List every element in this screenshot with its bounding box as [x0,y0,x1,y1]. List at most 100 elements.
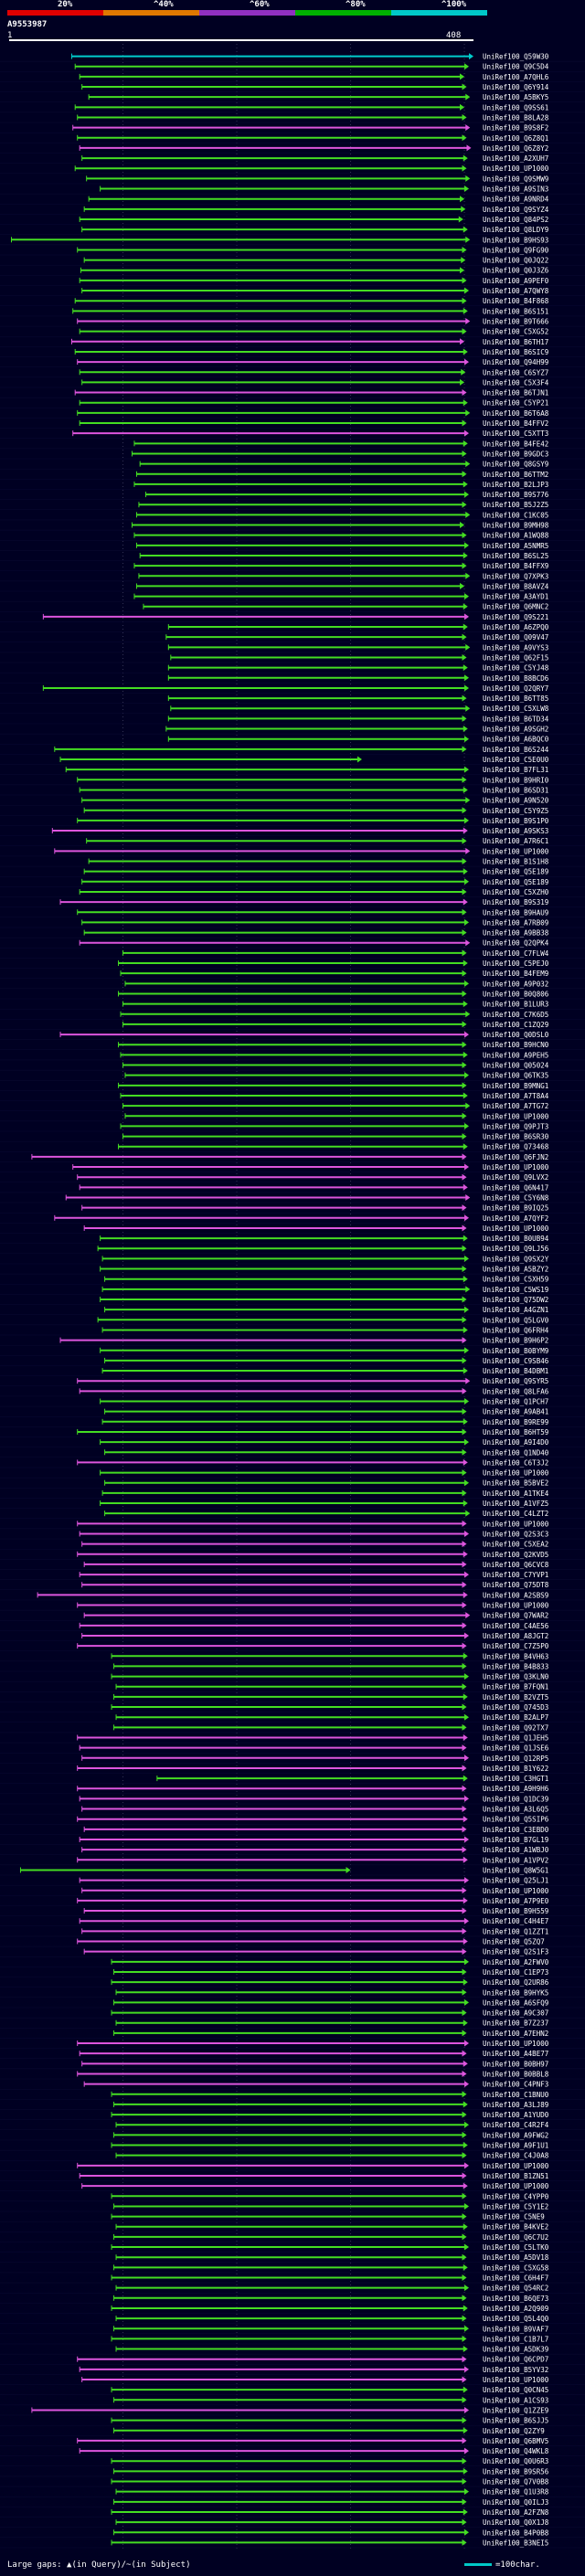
hit-label[interactable]: UniRef100_Q1JEH5 [483,1733,548,1742]
hit-label[interactable]: UniRef100_Q0U6R3 [483,2457,548,2465]
hit-label[interactable]: UniRef100_A9SKS3 [483,827,548,835]
hit-label[interactable]: UniRef100_C6H4F7 [483,2274,548,2282]
hit-label[interactable]: UniRef100_B6TJN1 [483,389,548,398]
hit-label[interactable]: UniRef100_A1WQ88 [483,532,549,540]
hit-label[interactable]: UniRef100_Q75DT8 [483,1581,549,1589]
hit-label[interactable]: UniRef100_C1KC05 [483,511,548,519]
hit-label[interactable]: UniRef100_B8AVZ4 [483,582,549,590]
hit-label[interactable]: UniRef100_Q3KLN0 [483,1673,549,1681]
hit-label[interactable]: UniRef100_B7FL31 [483,766,548,774]
hit-label[interactable]: UniRef100_A9N520 [483,797,549,805]
hit-label[interactable]: UniRef100_A7P9E0 [483,1897,549,1905]
hit-label[interactable]: UniRef100_Q6BMV5 [483,2437,548,2445]
hit-label[interactable]: UniRef100_C5XG58 [483,2263,549,2272]
hit-label[interactable]: UniRef100_B4P0B8 [483,2528,549,2537]
hit-label[interactable]: UniRef100_C5Y6N8 [483,1193,549,1202]
hit-label[interactable]: UniRef100_Q2ZY9 [483,2427,545,2435]
hit-label[interactable]: UniRef100_Q1ZZE9 [483,2406,548,2414]
hit-label[interactable]: UniRef100_A7TG72 [483,1102,548,1110]
hit-label[interactable]: UniRef100_B4FE42 [483,440,548,448]
hit-label[interactable]: UniRef100_A1VPV2 [483,1856,548,1864]
hit-label[interactable]: UniRef100_C5WS19 [483,1286,548,1294]
hit-label[interactable]: UniRef100_A1WBJ0 [483,1846,549,1854]
hit-label[interactable]: UniRef100_A7RB09 [483,918,548,927]
hit-label[interactable]: UniRef100_Q0ILJ3 [483,2498,548,2507]
hit-label[interactable]: UniRef100_Q9SX2Y [483,1255,549,1263]
hit-label[interactable]: UniRef100_B7Z237 [483,2019,548,2028]
hit-label[interactable]: UniRef100_Q2UR86 [483,1978,549,1987]
hit-label[interactable]: UniRef100_B4F868 [483,297,549,305]
hit-label[interactable]: UniRef100_B9H6P2 [483,1337,548,1345]
hit-label[interactable]: UniRef100_A2Q909 [483,2305,548,2313]
hit-label[interactable]: UniRef100_B8LA28 [483,113,549,122]
hit-label[interactable]: UniRef100_Q0X1J8 [483,2518,549,2527]
hit-label[interactable]: UniRef100_Q9S221 [483,613,548,621]
hit-label[interactable]: UniRef100_A1VFZ5 [483,1500,548,1508]
hit-label[interactable]: UniRef100_A2SBS9 [483,1591,548,1599]
hit-label[interactable]: UniRef100_B0BBL8 [483,2070,549,2078]
hit-label[interactable]: UniRef100_UP1000 [483,1112,549,1120]
hit-label[interactable]: UniRef100_C6SYZ7 [483,368,548,376]
hit-label[interactable]: UniRef100_Q7WAR2 [483,1612,548,1620]
hit-label[interactable]: UniRef100_UP1000 [483,1163,549,1171]
hit-label[interactable]: UniRef100_C5E0U0 [483,756,549,764]
hit-label[interactable]: UniRef100_Q84PS2 [483,216,548,224]
hit-label[interactable]: UniRef100_Q59W30 [483,53,549,61]
hit-label[interactable]: UniRef100_B6SD31 [483,786,548,794]
hit-label[interactable]: UniRef100_Q2S3C3 [483,1530,548,1538]
hit-label[interactable]: UniRef100_B0BYM9 [483,1347,548,1355]
hit-label[interactable]: UniRef100_Q745D3 [483,1703,548,1712]
hit-label[interactable]: UniRef100_Q6N417 [483,1183,548,1192]
hit-label[interactable]: UniRef100_C6T3J2 [483,1458,548,1467]
hit-label[interactable]: UniRef100_C9SB46 [483,1357,549,1365]
hit-label[interactable]: UniRef100_C7Z5P0 [483,1642,549,1650]
hit-label[interactable]: UniRef100_Q5SIP6 [483,1816,549,1824]
hit-label[interactable]: UniRef100_B6S244 [483,746,549,754]
hit-label[interactable]: UniRef100_UP1000 [483,1469,549,1478]
hit-label[interactable]: UniRef100_B9HAU9 [483,908,548,917]
hit-label[interactable]: UniRef100_Q8LDY9 [483,226,548,234]
hit-label[interactable]: UniRef100_B9MNG1 [483,1082,548,1090]
hit-label[interactable]: UniRef100_A9PEH5 [483,1051,548,1059]
hit-label[interactable]: UniRef100_B9T666 [483,318,549,326]
hit-label[interactable]: UniRef100_Q0JQ22 [483,257,548,265]
hit-label[interactable]: UniRef100_Q6CPD7 [483,2356,548,2364]
hit-label[interactable]: UniRef100_Q6FJN2 [483,1153,548,1161]
hit-label[interactable]: UniRef100_A5DK39 [483,2346,548,2354]
hit-label[interactable]: UniRef100_C4J0A8 [483,2152,549,2160]
hit-label[interactable]: UniRef100_A9SIN3 [483,186,548,194]
hit-label[interactable]: UniRef100_Q6TK35 [483,1072,548,1080]
hit-label[interactable]: UniRef100_Q9FG90 [483,246,549,254]
hit-label[interactable]: UniRef100_B6QE73 [483,2295,548,2303]
hit-label[interactable]: UniRef100_UP1000 [483,2162,549,2170]
hit-label[interactable]: UniRef100_B2LJP3 [483,481,548,489]
hit-label[interactable]: UniRef100_C1EP73 [483,1968,548,1977]
hit-label[interactable]: UniRef100_Q5L4Q0 [483,2315,549,2323]
hit-label[interactable]: UniRef100_UP1000 [483,1520,549,1528]
hit-label[interactable]: UniRef100_UP1000 [483,2182,549,2190]
hit-label[interactable]: UniRef100_Q0CN45 [483,2386,548,2394]
hit-label[interactable]: UniRef100_B6TH17 [483,338,548,346]
hit-label[interactable]: UniRef100_B9HRI0 [483,776,549,784]
hit-label[interactable]: UniRef100_A9AB41 [483,1408,548,1416]
hit-label[interactable]: UniRef100_B7FQN1 [483,1683,548,1691]
hit-label[interactable]: UniRef100_UP1000 [483,1887,549,1895]
hit-label[interactable]: UniRef100_A5BZY2 [483,1266,548,1274]
hit-label[interactable]: UniRef100_A7QWY8 [483,287,549,295]
hit-label[interactable]: UniRef100_B9S8F2 [483,124,548,133]
hit-label[interactable]: UniRef100_C5XLW8 [483,705,549,713]
hit-label[interactable]: UniRef100_B4FFX9 [483,562,548,570]
hit-label[interactable]: UniRef100_B6SL25 [483,552,548,560]
hit-label[interactable]: UniRef100_Q54RC2 [483,2284,548,2293]
hit-label[interactable]: UniRef100_C7FLW4 [483,949,549,958]
hit-label[interactable]: UniRef100_C5XEA2 [483,1541,548,1549]
hit-label[interactable]: UniRef100_B0UB94 [483,1235,549,1243]
hit-label[interactable]: UniRef100_B9GDC3 [483,450,548,458]
hit-label[interactable]: UniRef100_Q1DC39 [483,1795,548,1803]
hit-label[interactable]: UniRef100_B6SR30 [483,1133,549,1141]
hit-label[interactable]: UniRef100_A4BE77 [483,2050,548,2058]
hit-label[interactable]: UniRef100_Q75DW2 [483,1296,548,1304]
hit-label[interactable]: UniRef100_A9I4D0 [483,1438,549,1447]
hit-label[interactable]: UniRef100_C5XTT3 [483,429,548,438]
hit-label[interactable]: UniRef100_B9S776 [483,491,549,499]
